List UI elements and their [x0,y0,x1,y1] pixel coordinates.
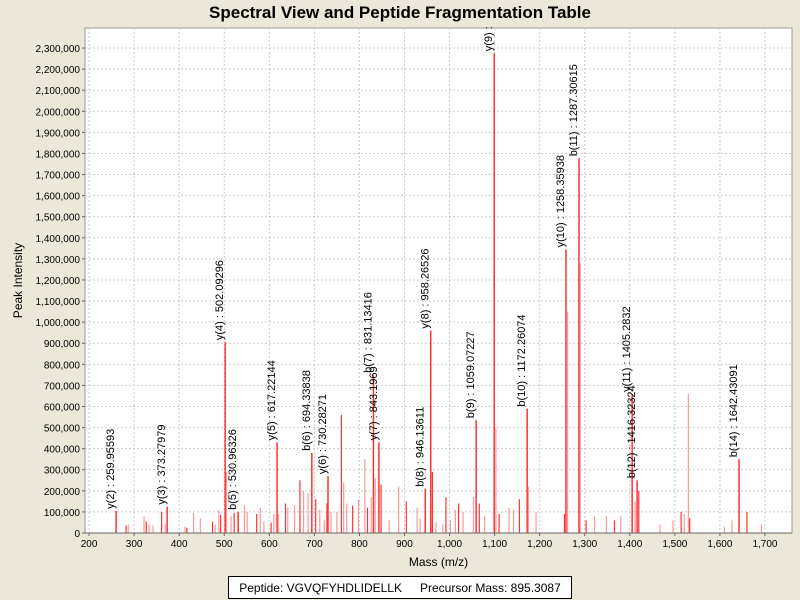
y-axis-label: Peak Intensity [11,243,25,318]
x-tick-label: 1,700 [752,539,777,550]
precursor-mass-label: Precursor Mass: 895.3087 [420,580,561,595]
peak-label: y(7) : 843.1969 [368,366,380,440]
peptide-label: Peptide: VGVQFYHDLIDELLK [239,580,402,595]
x-axis-label: Mass (m/z) [409,555,468,569]
y-tick-label: 1,900,000 [36,128,81,139]
peak-label: b(12) : 1416.32324 [626,385,638,478]
y-tick-label: 300,000 [44,466,81,477]
x-tick-label: 1,400 [617,539,642,550]
x-tick-label: 1,100 [482,539,507,550]
peak-label: y(10) : 1258.35938 [555,155,567,247]
y-tick-label: 2,100,000 [36,86,81,97]
peak-label: b(9) : 1059.07227 [465,331,477,418]
peak-label: b(14) : 1642.43091 [728,364,740,457]
peak-label: y(2) : 259.95593 [105,429,117,509]
x-tick-label: 1,600 [707,539,732,550]
y-tick-label: 2,200,000 [36,65,81,76]
y-tick-label: 600,000 [44,402,81,413]
peak-label: y(11) : 1405.2832 [621,306,633,391]
y-tick-label: 1,400,000 [36,234,81,245]
x-tick-label: 200 [81,539,98,550]
peak-label: b(10) : 1172.26074 [516,314,528,406]
y-tick-label: 2,300,000 [36,44,81,55]
x-tick-label: 900 [396,539,413,550]
x-tick-label: 300 [126,539,143,550]
y-tick-label: 800,000 [44,360,81,371]
y-tick-label: 100,000 [44,508,81,519]
y-tick-label: 1,100,000 [36,297,81,308]
peak-label: b(11) : 1287.30615 [568,64,580,156]
y-tick-label: 900,000 [44,339,81,350]
x-tick-label: 400 [171,539,188,550]
peak-label: y(4) : 502.09296 [214,260,226,340]
y-tick-label: 1,500,000 [36,213,81,224]
x-tick-label: 700 [306,539,323,550]
x-tick-label: 1,200 [527,539,552,550]
plot-area [84,27,793,534]
y-tick-label: 2,000,000 [36,107,81,118]
legend: Peptide: VGVQFYHDLIDELLK Precursor Mass:… [228,576,572,599]
peak-label: y(6) : 730.28271 [317,394,329,474]
peak-label: b(8) : 946.13611 [414,407,426,487]
y-tick-label: 700,000 [44,381,81,392]
y-tick-label: 500,000 [44,424,81,435]
y-tick-label: 200,000 [44,487,81,498]
x-tick-label: 1,300 [572,539,597,550]
chart-title: Spectral View and Peptide Fragmentation … [209,3,591,22]
peak-label: y(9) : [483,26,495,51]
x-tick-label: 500 [216,539,233,550]
x-tick-label: 1,000 [437,539,462,550]
y-tick-label: 0 [74,529,80,540]
y-tick-label: 1,800,000 [36,149,81,160]
x-tick-label: 600 [261,539,278,550]
x-tick-label: 1,500 [662,539,687,550]
peak-label: b(6) : 694.33838 [301,370,313,451]
y-tick-label: 1,600,000 [36,192,81,203]
peak-label: b(5) : 530.96326 [227,429,239,510]
y-tick-label: 1,000,000 [36,318,81,329]
peak-label: y(5) : 617.22144 [266,360,278,440]
y-tick-label: 1,200,000 [36,276,81,287]
peak-label: b(7) : 831.13416 [362,292,374,373]
peak-label: y(8) : 958.26526 [420,248,432,328]
x-tick-label: 800 [351,539,368,550]
y-tick-label: 1,700,000 [36,171,81,182]
y-tick-label: 400,000 [44,445,81,456]
peak-label: y(3) : 373.27979 [156,425,168,505]
y-tick-label: 1,300,000 [36,255,81,266]
